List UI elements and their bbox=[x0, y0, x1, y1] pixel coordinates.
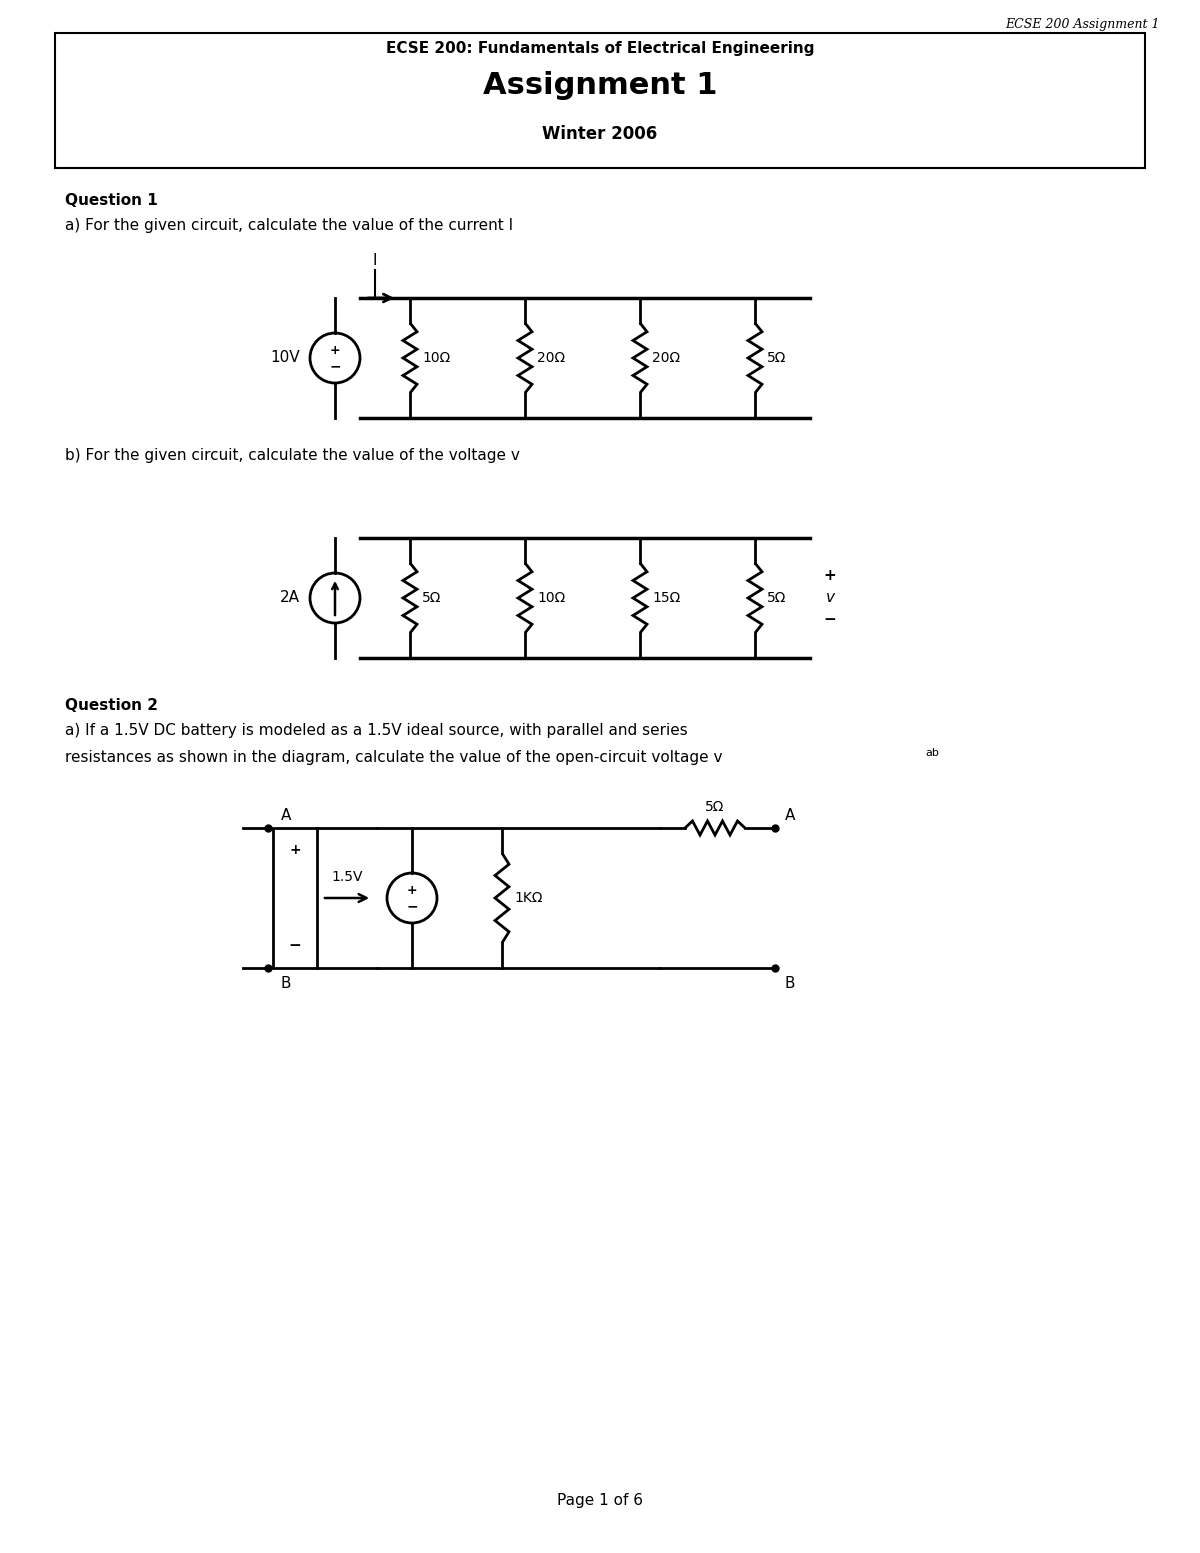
Text: 10Ω: 10Ω bbox=[538, 592, 565, 606]
Text: ECSE 200 Assignment 1: ECSE 200 Assignment 1 bbox=[1006, 19, 1160, 31]
Text: a) For the given circuit, calculate the value of the current I: a) For the given circuit, calculate the … bbox=[65, 217, 514, 233]
Text: 10Ω: 10Ω bbox=[422, 351, 450, 365]
Text: 5Ω: 5Ω bbox=[706, 800, 725, 814]
Text: +: + bbox=[823, 568, 836, 584]
Text: +: + bbox=[330, 345, 341, 357]
Text: A: A bbox=[785, 808, 796, 823]
Text: ab: ab bbox=[925, 749, 938, 758]
Text: 5Ω: 5Ω bbox=[422, 592, 442, 606]
Text: Winter 2006: Winter 2006 bbox=[542, 124, 658, 143]
Text: A: A bbox=[281, 808, 292, 823]
Text: ECSE 200: Fundamentals of Electrical Engineering: ECSE 200: Fundamentals of Electrical Eng… bbox=[385, 40, 815, 56]
Bar bbox=[274, 828, 317, 968]
Text: Page 1 of 6: Page 1 of 6 bbox=[557, 1492, 643, 1508]
Text: Question 1: Question 1 bbox=[65, 193, 157, 208]
Text: 1.5V: 1.5V bbox=[331, 870, 362, 884]
Text: Assignment 1: Assignment 1 bbox=[482, 71, 718, 99]
Text: −: − bbox=[823, 612, 836, 627]
Text: b) For the given circuit, calculate the value of the voltage v: b) For the given circuit, calculate the … bbox=[65, 447, 520, 463]
Text: +: + bbox=[289, 843, 301, 857]
Text: v: v bbox=[826, 590, 834, 606]
Text: resistances as shown in the diagram, calculate the value of the open-circuit vol: resistances as shown in the diagram, cal… bbox=[65, 750, 722, 766]
Text: 2A: 2A bbox=[280, 590, 300, 606]
Text: 15Ω: 15Ω bbox=[652, 592, 680, 606]
Text: 10V: 10V bbox=[270, 351, 300, 365]
Text: 20Ω: 20Ω bbox=[538, 351, 565, 365]
Text: I: I bbox=[373, 253, 377, 269]
Text: 20Ω: 20Ω bbox=[652, 351, 680, 365]
Text: −: − bbox=[406, 899, 418, 913]
Text: −: − bbox=[289, 938, 301, 954]
Text: 1KΩ: 1KΩ bbox=[514, 891, 542, 905]
Text: 5Ω: 5Ω bbox=[767, 351, 786, 365]
Text: +: + bbox=[407, 885, 418, 898]
Text: B: B bbox=[281, 975, 292, 991]
Text: −: − bbox=[329, 359, 341, 373]
Text: B: B bbox=[785, 975, 796, 991]
FancyBboxPatch shape bbox=[55, 33, 1145, 168]
Text: a) If a 1.5V DC battery is modeled as a 1.5V ideal source, with parallel and ser: a) If a 1.5V DC battery is modeled as a … bbox=[65, 724, 688, 738]
Text: Question 2: Question 2 bbox=[65, 697, 158, 713]
Text: 5Ω: 5Ω bbox=[767, 592, 786, 606]
